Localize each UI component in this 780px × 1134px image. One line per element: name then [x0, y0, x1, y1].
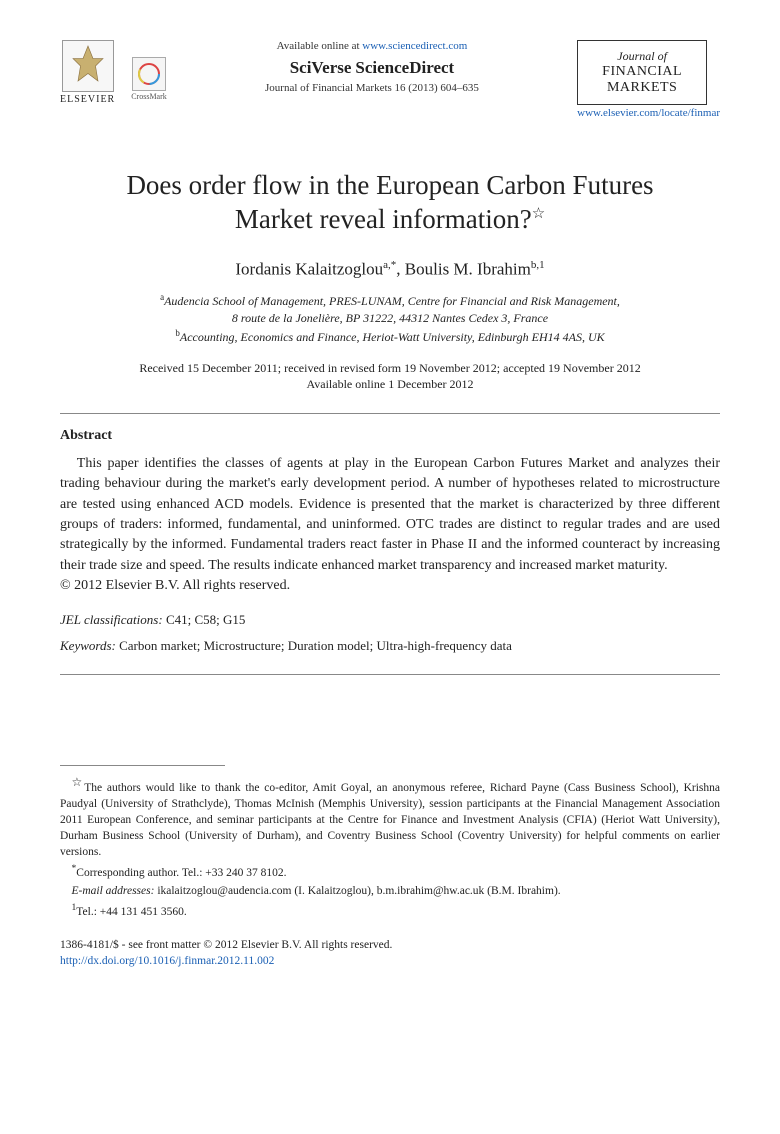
email-text: ikalaitzoglou@audencia.com (I. Kalaitzog… — [154, 885, 560, 897]
keywords-line: Keywords: Carbon market; Microstructure;… — [60, 638, 720, 654]
article-dates: Received 15 December 2011; received in r… — [60, 360, 720, 394]
footnotes: ☆The authors would like to thank the co-… — [60, 774, 720, 920]
affiliation-b: bAccounting, Economics and Finance, Heri… — [60, 327, 720, 346]
footnote-ack: ☆The authors would like to thank the co-… — [60, 774, 720, 860]
journal-box-mid: FINANCIAL — [584, 64, 700, 80]
abstract-copyright: © 2012 Elsevier B.V. All rights reserved… — [60, 578, 720, 594]
header-left: ELSEVIER CrossMark — [60, 40, 167, 105]
footnote-tel1: 1Tel.: +44 131 451 3560. — [60, 901, 720, 920]
footnote-rule — [60, 765, 225, 766]
journal-box: Journal of FINANCIAL MARKETS — [577, 40, 707, 105]
authors-line: Iordanis Kalaitzogloua,*, Boulis M. Ibra… — [60, 259, 720, 280]
title-line2: Market reveal information? — [235, 204, 532, 234]
author-2-sup: b,1 — [531, 259, 545, 271]
header-right: Journal of FINANCIAL MARKETS www.elsevie… — [577, 40, 720, 119]
sciverse-brand: SciVerse ScienceDirect — [175, 58, 569, 78]
journal-box-bot: MARKETS — [584, 80, 700, 96]
footer-doi: http://dx.doi.org/10.1016/j.finmar.2012.… — [60, 954, 720, 970]
doi-link[interactable]: http://dx.doi.org/10.1016/j.finmar.2012.… — [60, 955, 274, 967]
footnote-emails: E-mail addresses: ikalaitzoglou@audencia… — [60, 883, 720, 899]
abstract-body: This paper identifies the classes of age… — [60, 454, 720, 576]
jel-codes: C41; C58; G15 — [163, 612, 246, 627]
locate-line: www.elsevier.com/locate/finmar — [577, 107, 720, 119]
available-online: Available online at www.sciencedirect.co… — [175, 40, 569, 52]
author-1-name: Iordanis Kalaitzoglou — [235, 259, 383, 278]
jel-label: JEL classifications: — [60, 612, 163, 627]
crossmark-badge[interactable]: CrossMark — [131, 57, 167, 101]
header-center: Available online at www.sciencedirect.co… — [167, 40, 577, 94]
paper-title: Does order flow in the European Carbon F… — [60, 169, 720, 237]
elsevier-logo: ELSEVIER — [60, 40, 115, 105]
footnote-corresponding: *Corresponding author. Tel.: +33 240 37 … — [60, 862, 720, 881]
abstract-heading: Abstract — [60, 428, 720, 444]
locate-link[interactable]: www.elsevier.com/locate/finmar — [577, 107, 720, 119]
elsevier-label: ELSEVIER — [60, 94, 115, 105]
author-1-sup: a,* — [383, 259, 396, 271]
sciencedirect-link[interactable]: www.sciencedirect.com — [362, 40, 467, 52]
divider-bottom — [60, 674, 720, 675]
divider-top — [60, 413, 720, 414]
page-header: ELSEVIER CrossMark Available online at w… — [60, 40, 720, 119]
affil-b-text: Accounting, Economics and Finance, Herio… — [180, 330, 605, 344]
elsevier-tree-icon — [62, 40, 114, 92]
crossmark-label: CrossMark — [131, 92, 167, 101]
author-2-name: Boulis M. Ibrahim — [405, 259, 531, 278]
crossmark-icon — [132, 57, 166, 91]
title-block: Does order flow in the European Carbon F… — [60, 169, 720, 237]
footer-price: 1386-4181/$ - see front matter © 2012 El… — [60, 938, 720, 954]
ack-star: ☆ — [72, 775, 85, 789]
keywords-text: Carbon market; Microstructure; Duration … — [116, 638, 512, 653]
dates-line1: Received 15 December 2011; received in r… — [60, 360, 720, 377]
available-prefix: Available online at — [277, 40, 363, 52]
page-footer: 1386-4181/$ - see front matter © 2012 El… — [60, 938, 720, 969]
sciencedirect-text: ScienceDirect — [355, 58, 454, 78]
corr-text: Corresponding author. Tel.: +33 240 37 8… — [76, 867, 286, 879]
journal-citation: Journal of Financial Markets 16 (2013) 6… — [175, 82, 569, 94]
affiliations: aAudencia School of Management, PRES-LUN… — [60, 291, 720, 345]
affil-a-line1: Audencia School of Management, PRES-LUNA… — [164, 294, 620, 308]
dates-line2: Available online 1 December 2012 — [60, 376, 720, 393]
author-sep: , — [396, 259, 405, 278]
title-footnote-star: ☆ — [532, 206, 545, 222]
title-line1: Does order flow in the European Carbon F… — [126, 170, 653, 200]
journal-box-top: Journal of — [584, 49, 700, 64]
keywords-label: Keywords: — [60, 638, 116, 653]
tel1-text: Tel.: +44 131 451 3560. — [76, 906, 186, 918]
affiliation-a: aAudencia School of Management, PRES-LUN… — [60, 291, 720, 327]
ack-text: The authors would like to thank the co-e… — [60, 782, 720, 858]
jel-line: JEL classifications: C41; C58; G15 — [60, 612, 720, 628]
sciverse-text: SciVerse — [290, 58, 352, 78]
email-label: E-mail addresses: — [72, 885, 155, 897]
affil-a-line2: 8 route de la Jonelière, BP 31222, 44312… — [232, 311, 548, 325]
